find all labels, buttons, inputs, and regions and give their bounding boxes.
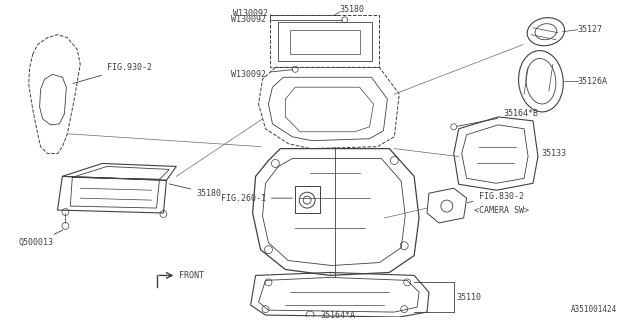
Text: W130092: W130092 [231, 15, 342, 24]
Text: FIG.830-2: FIG.830-2 [467, 192, 524, 203]
Text: 35180: 35180 [340, 5, 365, 14]
Text: 35110: 35110 [457, 293, 482, 302]
Text: 35180: 35180 [169, 184, 221, 198]
Text: 35126A: 35126A [577, 77, 607, 86]
Text: FIG.930-2: FIG.930-2 [73, 63, 152, 84]
Text: <CAMERA SW>: <CAMERA SW> [474, 205, 529, 214]
Text: 35164*A: 35164*A [314, 310, 355, 320]
Text: FRONT: FRONT [179, 271, 204, 280]
Text: W130092: W130092 [233, 9, 268, 18]
Text: W130092: W130092 [231, 70, 292, 79]
Text: 35127: 35127 [577, 25, 603, 34]
Text: FIG.260-1: FIG.260-1 [221, 194, 292, 203]
Text: 35133: 35133 [538, 149, 566, 158]
Text: A351001424: A351001424 [571, 305, 617, 314]
Text: Q500013: Q500013 [19, 230, 63, 247]
Text: 35164*B: 35164*B [458, 109, 538, 126]
